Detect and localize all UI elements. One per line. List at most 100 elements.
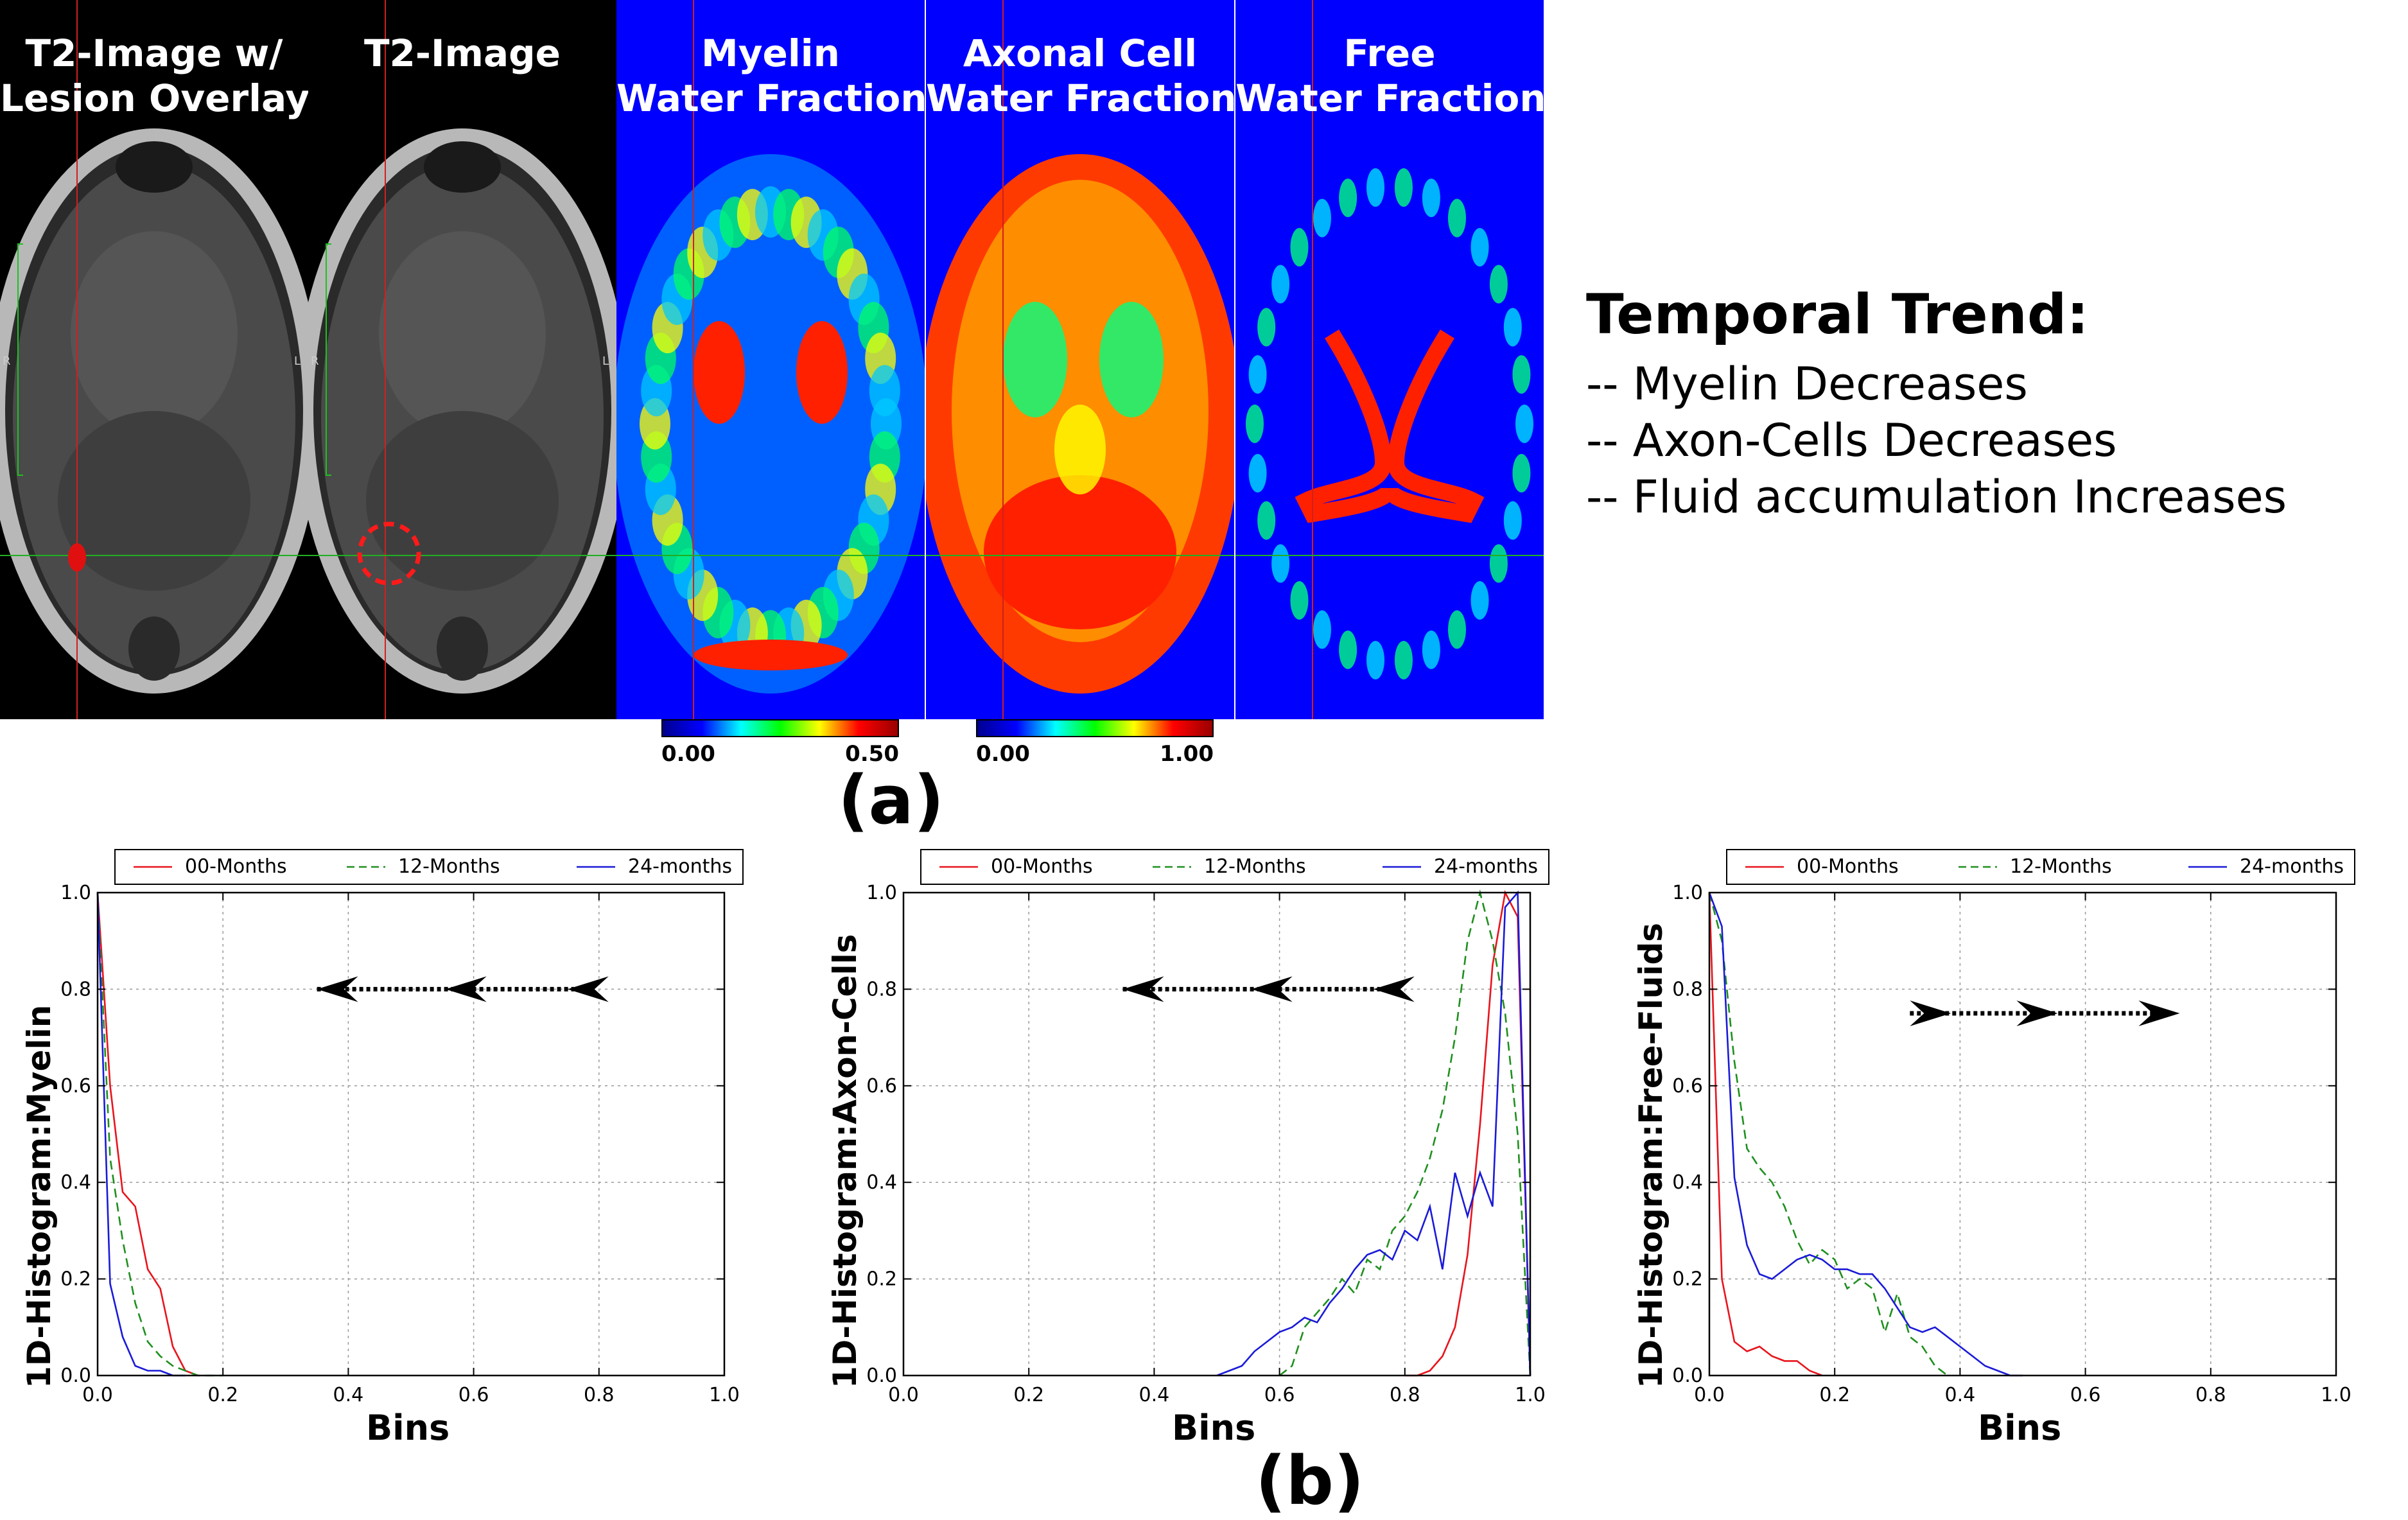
legend-label: 24-months xyxy=(2240,855,2344,878)
trend-arrow-left xyxy=(317,976,609,1002)
legend-item: 12-Months xyxy=(1959,855,2112,878)
panel-title-line: Lesion Overlay xyxy=(0,76,308,120)
legend-swatch xyxy=(939,866,978,868)
series-line-12-Months xyxy=(96,892,223,1377)
x-tick-label: 1.0 xyxy=(2321,1384,2351,1406)
trend-item-axon: -- Axon-Cells Decreases xyxy=(1586,414,2117,467)
panel-title-line: Water Fraction xyxy=(926,76,1234,120)
x-tick-label: 0.6 xyxy=(2070,1384,2101,1406)
lesion-overlay xyxy=(68,543,86,572)
x-axis-label: Bins xyxy=(1172,1408,1256,1448)
legend-swatch xyxy=(1153,866,1191,868)
panel-myelin-map: Myelin Water Fraction xyxy=(616,0,925,719)
y-axis-label: 1D-Histogram:Axon-Cells xyxy=(826,934,864,1388)
axon-colorbar: 0.00 1.00 xyxy=(976,719,1214,767)
orientation-left-label: L xyxy=(602,354,609,368)
orientation-right-label: R xyxy=(3,354,11,368)
x-axis-label: Bins xyxy=(366,1408,450,1448)
y-tick-label: 1.0 xyxy=(60,882,91,904)
trend-item-fluid: -- Fluid accumulation Increases xyxy=(1586,471,2287,523)
panel-title-line: T2-Image xyxy=(363,31,561,75)
panel-free-map: Free Water Fraction xyxy=(1235,0,1544,719)
y-tick-label: 0.2 xyxy=(866,1268,897,1291)
panel-title-line: Axonal Cell xyxy=(963,31,1198,75)
y-tick-label: 0.8 xyxy=(60,978,91,1000)
plot-frame xyxy=(96,891,726,1377)
free-map-image xyxy=(1235,0,1544,719)
x-tick-label: 0.0 xyxy=(1694,1384,1725,1406)
series-line-12-Months xyxy=(1708,892,1948,1377)
orientation-right-label: R xyxy=(311,354,319,368)
series-line-24-months xyxy=(1708,892,2023,1377)
y-tick-label: 0.0 xyxy=(1672,1365,1703,1387)
panel-title-line: T2-Image w/ xyxy=(25,31,283,75)
panel-title-myelin-map: Myelin Water Fraction xyxy=(616,31,925,121)
y-tick-label: 0.4 xyxy=(866,1171,897,1194)
plot-frame xyxy=(1708,891,2337,1377)
panel-title-line: Water Fraction xyxy=(616,76,925,120)
chart-axon-cells: 0.0 0.2 0.4 0.6 0.8 1.0 0.0 0.2 0.4 0.6 0.8 1.0 00-M… xyxy=(819,835,1596,1451)
legend-swatch xyxy=(1745,866,1784,868)
myelin-colorbar-min: 0.00 xyxy=(661,741,715,767)
axon-colorbar-gradient xyxy=(976,719,1214,737)
y-tick-label: 0.0 xyxy=(60,1365,91,1387)
figure-label-b: (b) xyxy=(1255,1442,1365,1520)
legend-swatch xyxy=(134,866,172,868)
x-tick-label: 0.8 xyxy=(2195,1384,2226,1406)
legend-label: 00-Months xyxy=(185,855,287,878)
panel-title-line: Water Fraction xyxy=(1235,76,1544,120)
x-tick-label: 0.4 xyxy=(1945,1384,1976,1406)
chart-legend: 00-Months 12-Months 24-months xyxy=(920,849,1549,885)
y-axis-label: 1D-Histogram:Myelin xyxy=(21,1004,58,1388)
x-tick-label: 1.0 xyxy=(709,1384,740,1406)
panel-title-free-map: Free Water Fraction xyxy=(1235,31,1544,121)
legend-item: 24-months xyxy=(1383,855,1538,878)
x-tick-label: 1.0 xyxy=(1515,1384,1546,1406)
legend-label: 24-months xyxy=(1434,855,1538,878)
series-line-00-Months xyxy=(1708,892,1823,1377)
x-tick-label: 0.4 xyxy=(333,1384,364,1406)
chart-free-fluids: 0.0 0.2 0.4 0.6 0.8 1.0 0.0 0.2 0.4 0.6 0.8 1.0 00-M… xyxy=(1625,835,2402,1451)
series-line-00-Months xyxy=(96,892,198,1377)
panel-title-axon-map: Axonal Cell Water Fraction xyxy=(926,31,1234,121)
plot-frame xyxy=(902,891,1531,1377)
legend-item: 12-Months xyxy=(347,855,500,878)
lesion-marker-circle xyxy=(357,521,421,586)
myelin-colorbar: 0.00 0.50 xyxy=(661,719,899,767)
y-tick-label: 1.0 xyxy=(866,882,897,904)
x-axis-label: Bins xyxy=(1978,1408,2062,1448)
axon-map-image xyxy=(926,0,1234,719)
series-line-24-months xyxy=(1216,890,1531,1377)
panel-t2-overlay: R L T2-Image w/Lesion Overlay xyxy=(0,0,308,719)
series-line-00-Months xyxy=(1404,889,1531,1377)
x-tick-label: 0.4 xyxy=(1139,1384,1170,1406)
chart-svg: 0.0 0.2 0.4 0.6 0.8 1.0 0.0 0.2 0.4 0.6 0.8 1.0 xyxy=(866,882,1546,1406)
trend-arrow-left xyxy=(1122,976,1415,1002)
y-tick-label: 0.0 xyxy=(866,1365,897,1387)
x-tick-label: 0.2 xyxy=(1819,1384,1850,1406)
x-tick-label: 0.2 xyxy=(1013,1384,1044,1406)
y-tick-label: 0.6 xyxy=(60,1075,91,1097)
panel-t2: R L T2-Image xyxy=(308,0,616,719)
x-tick-label: 0.8 xyxy=(1390,1384,1420,1406)
y-tick-label: 0.2 xyxy=(1672,1268,1703,1291)
y-tick-label: 0.8 xyxy=(1672,978,1703,1000)
x-tick-label: 0.6 xyxy=(458,1384,489,1406)
legend-item: 24-months xyxy=(2188,855,2344,878)
legend-swatch xyxy=(2188,866,2227,868)
series-line-12-Months xyxy=(1278,889,1531,1377)
legend-label: 24-months xyxy=(628,855,732,878)
panel-title-t2-overlay: T2-Image w/Lesion Overlay xyxy=(0,31,308,121)
trend-item-myelin: -- Myelin Decreases xyxy=(1586,358,2028,410)
y-tick-label: 1.0 xyxy=(1672,882,1703,904)
y-tick-label: 0.8 xyxy=(866,978,897,1000)
trend-title: Temporal Trend: xyxy=(1586,283,2089,347)
legend-label: 12-Months xyxy=(398,855,500,878)
panel-title-line: Free xyxy=(1343,31,1436,75)
temporal-trend: Temporal Trend: -- Myelin Decreases -- A… xyxy=(1586,283,2287,525)
legend-swatch xyxy=(1383,866,1421,868)
y-tick-label: 0.4 xyxy=(1672,1171,1703,1194)
chart-svg: 0.0 0.2 0.4 0.6 0.8 1.0 0.0 0.2 0.4 0.6 0.8 1.0 xyxy=(60,882,740,1406)
